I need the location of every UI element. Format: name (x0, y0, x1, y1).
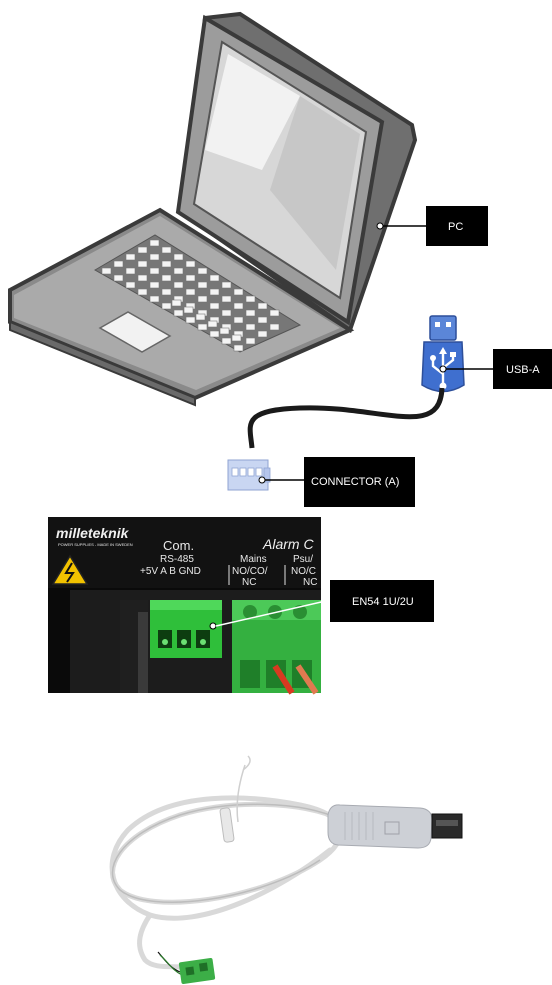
rs485-label: RS-485 (160, 554, 194, 565)
psu-line1: Psu/ (293, 554, 313, 565)
mains-line2: NO/CO/ (232, 566, 268, 577)
pin-labels: +5V A B GND (140, 566, 201, 577)
keyboard-keys (101, 239, 280, 352)
alarm-title: Alarm C (262, 536, 314, 552)
en54-panel-photo: milleteknik POWER SUPPLIES - MADE IN SWE… (48, 517, 321, 695)
laptop-illustration (8, 11, 418, 407)
brand-logo-text: milleteknik (56, 525, 130, 541)
usb-dongle (327, 804, 463, 849)
connector-a-illustration (227, 459, 271, 491)
cable-terminal-plug (157, 951, 216, 985)
callout-en54: EN54 1U/2U (209, 580, 434, 630)
psu-line2: NO/C (291, 566, 316, 577)
com-title: Com. (163, 538, 194, 553)
alarm-terminal-block (232, 600, 321, 695)
pc-label: PC (448, 221, 463, 233)
usb-label: USB-A (506, 364, 540, 376)
callout-connector: CONNECTOR (A) (258, 457, 415, 507)
callout-usb: USB-A (439, 349, 552, 389)
brand-tagline: POWER SUPPLIES - MADE IN SWEDEN (58, 542, 133, 547)
usb-cable-photo (109, 755, 463, 985)
connector-label: CONNECTOR (A) (311, 476, 399, 488)
mains-line1: Mains (240, 554, 267, 565)
mains-line3: NC (242, 577, 256, 588)
usb-cable (247, 387, 445, 449)
touchpad (98, 311, 172, 353)
usb-plug-illustration (421, 315, 465, 393)
en54-label: EN54 1U/2U (352, 596, 414, 608)
psu-line3: NC (303, 577, 317, 588)
callout-pc: PC (376, 206, 488, 246)
high-voltage-warning-icon (51, 554, 89, 585)
rs485-terminal-block (150, 600, 222, 658)
